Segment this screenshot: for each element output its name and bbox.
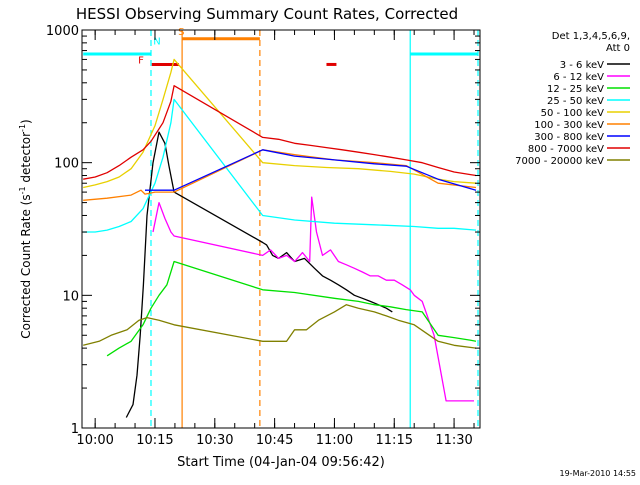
y-axis-label: Corrected Count Rate (s-1 detector-1)	[18, 119, 33, 338]
chart-title: HESSI Observing Summary Count Rates, Cor…	[76, 5, 458, 23]
x-tick-label-60: 11:00	[316, 433, 353, 448]
legend-label-4: 25 - 50 keV	[547, 96, 604, 107]
series-line-7	[145, 149, 477, 191]
y-tick-label-10: 10	[62, 289, 79, 304]
legend-label-6: 100 - 300 keV	[534, 120, 604, 131]
flag-label-s: S	[178, 27, 184, 38]
plot-frame	[81, 29, 481, 429]
generation-timestamp: 19-Mar-2010 14:55	[560, 469, 637, 478]
flag-label-f: F	[138, 55, 144, 66]
x-tick-label-15: 10:15	[136, 433, 173, 448]
flag-label-n: N	[153, 36, 160, 47]
legend-label-5: 50 - 100 keV	[541, 108, 605, 119]
x-tick-label-75: 11:15	[376, 433, 413, 448]
y-tick-label-1: 1	[71, 422, 79, 437]
x-tick-label-0: 10:00	[76, 433, 113, 448]
series-line-9	[83, 304, 477, 349]
legend-label-9: 7000 - 20000 keV	[515, 156, 604, 167]
x-tick-label-30: 10:30	[196, 433, 233, 448]
y-tick-label-1000: 1000	[46, 24, 79, 39]
x-axis-label: Start Time (04-Jan-04 09:56:42)	[177, 455, 385, 470]
series-line-6	[83, 149, 477, 201]
legend-header-line-1: Det 1,3,4,5,6,9,	[552, 31, 630, 42]
x-tick-label-90: 11:30	[435, 433, 472, 448]
series-line-5	[83, 58, 477, 189]
legend-label-7: 300 - 800 keV	[534, 132, 604, 143]
series-line-4	[83, 98, 477, 233]
legend-label-1: 3 - 6 keV	[560, 60, 604, 71]
series-line-2	[152, 196, 474, 402]
legend-label-3: 12 - 25 keV	[547, 84, 604, 95]
legend-label-8: 800 - 7000 keV	[528, 144, 604, 155]
legend-label-2: 6 - 12 keV	[553, 72, 604, 83]
legend-header-line-2: Att 0	[606, 43, 630, 54]
series-line-8	[83, 85, 477, 180]
y-tick-label-100: 100	[54, 157, 79, 172]
series-line-3	[106, 260, 477, 357]
x-tick-label-45: 10:45	[256, 433, 293, 448]
